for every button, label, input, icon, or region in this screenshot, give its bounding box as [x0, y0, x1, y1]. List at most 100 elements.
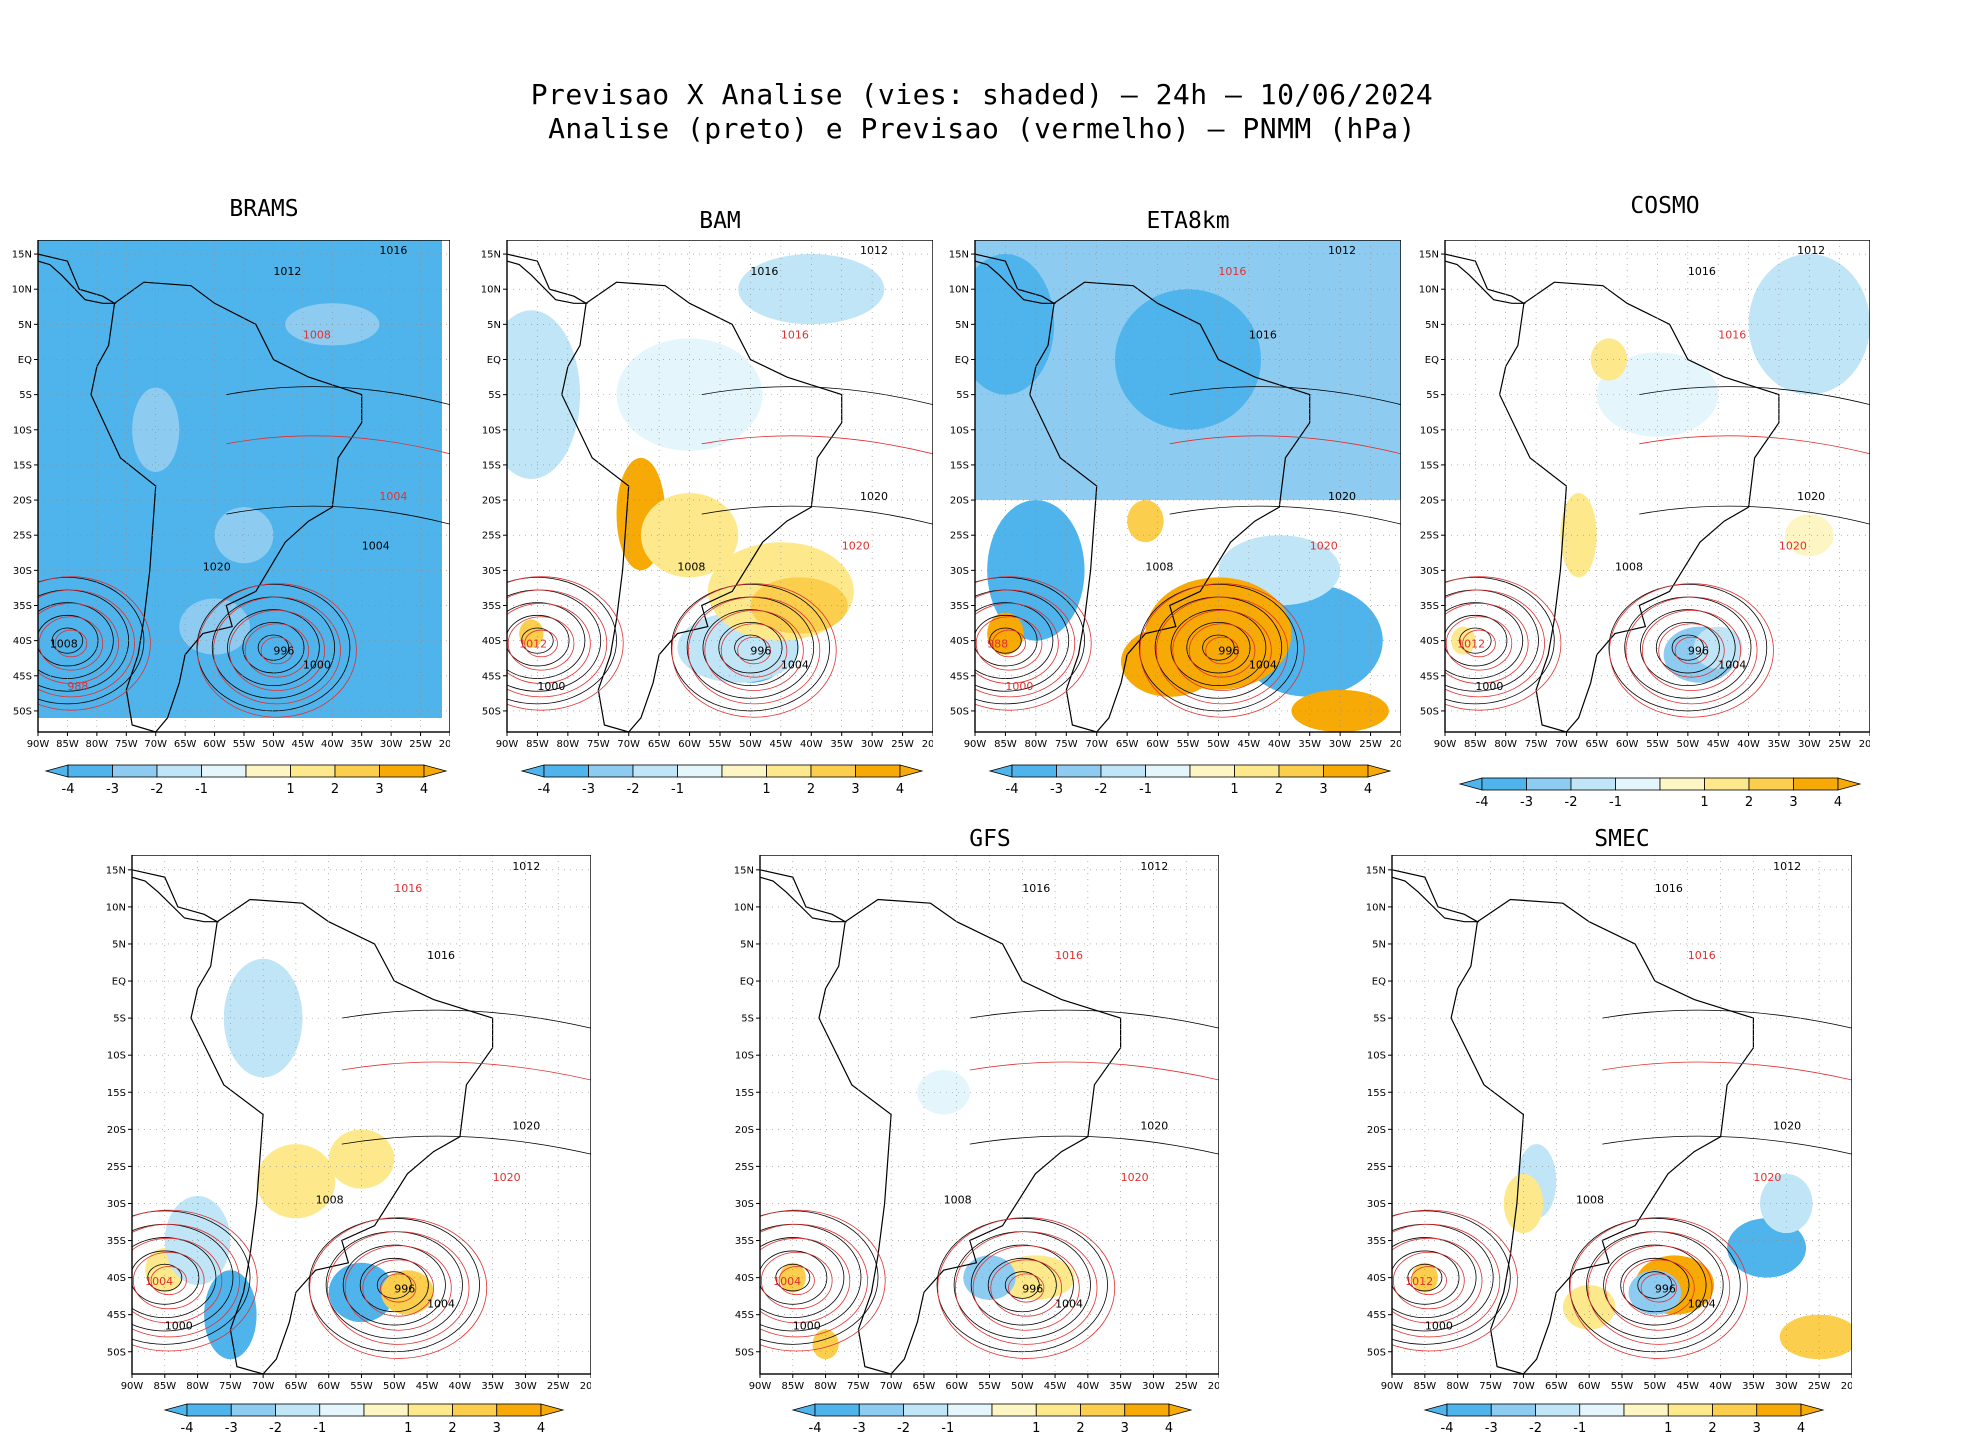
coastline-central-america — [507, 253, 589, 304]
coastline-central-america — [975, 253, 1057, 304]
y-tick-label: 15S — [482, 460, 501, 471]
colorbar-segment — [588, 764, 634, 778]
isobar-label: 1012 — [1328, 244, 1356, 257]
isobar-analysis — [1445, 614, 1508, 667]
colorbar-label: -1 — [1573, 1421, 1586, 1436]
y-tick-label: 25S — [950, 531, 969, 542]
x-tick-label: 55W — [1177, 739, 1200, 750]
y-tick-label: 30S — [950, 566, 969, 577]
isobar-forecast — [1622, 1259, 1695, 1317]
coastline-south-america — [190, 898, 494, 1374]
colorbar-label: 1 — [1230, 782, 1238, 797]
x-tick-label: 35W — [481, 1381, 504, 1392]
isobar-label: 996 — [1022, 1282, 1043, 1295]
colorbar-segment — [1011, 764, 1057, 778]
isobar-forecast — [212, 596, 341, 705]
isobar-label: 1004 — [145, 1275, 173, 1288]
isobar-analysis — [975, 576, 1085, 705]
isobar-line — [1169, 435, 1401, 455]
x-tick-label: 40W — [800, 739, 823, 750]
colorbar-extend-low — [44, 764, 69, 778]
isobar-label: 1020 — [203, 560, 231, 573]
y-tick-label: 15N — [12, 250, 32, 261]
colorbar-label: -4 — [1006, 782, 1019, 797]
y-tick-label: 30S — [482, 566, 501, 577]
y-tick-label: 5S — [19, 390, 32, 401]
colorbar-label: -1 — [313, 1421, 326, 1436]
colorbar-segment — [855, 764, 901, 778]
isobar-forecast — [1155, 596, 1289, 705]
isobar-line — [226, 435, 450, 455]
y-tick-label: 5S — [956, 390, 969, 401]
isobar-forecast — [132, 1223, 240, 1338]
colorbar-label: -3 — [1520, 795, 1533, 810]
colorbar-segment — [451, 1403, 497, 1417]
coastline-central-america — [132, 869, 220, 923]
colorbar-label: 2 — [1744, 795, 1752, 810]
isobar-analysis — [1138, 583, 1298, 712]
colorbar-segment — [902, 1403, 948, 1417]
x-tick-label: 30W — [514, 1381, 537, 1392]
isobar-forecast — [1587, 1231, 1731, 1345]
colorbar-extend-high — [899, 764, 924, 778]
x-tick-label: 40W — [1077, 1381, 1100, 1392]
isobar-forecast — [524, 629, 558, 658]
y-tick-label: 10S — [482, 425, 501, 436]
isobar-forecast — [975, 616, 1043, 671]
colorbar-segment — [1123, 1403, 1169, 1417]
coastline-central-america — [38, 253, 117, 304]
isobar-forecast — [1445, 576, 1562, 711]
x-tick-label: 70W — [617, 739, 640, 750]
x-tick-label: 60W — [203, 739, 226, 750]
isobar-label: 996 — [750, 645, 771, 658]
y-tick-label: 10S — [107, 1051, 126, 1062]
y-tick-label: 45S — [735, 1310, 754, 1321]
y-tick-label: 20S — [950, 496, 969, 507]
y-tick-label: 25S — [13, 531, 32, 542]
x-tick-label: 80W — [1025, 739, 1048, 750]
isobar-forecast — [778, 1266, 815, 1296]
y-tick-label: 25S — [1367, 1162, 1386, 1173]
isobar-label: 1020 — [1753, 1171, 1781, 1184]
isobar-forecast — [760, 1223, 868, 1338]
x-tick-label: 75W — [115, 739, 138, 750]
x-tick-label: 55W — [709, 739, 732, 750]
colorbar-segment — [1659, 777, 1705, 791]
isobar-forecast — [197, 583, 357, 718]
y-tick-label: 30S — [1367, 1199, 1386, 1210]
isobar-label: 996 — [394, 1282, 415, 1295]
x-tick-label: 30W — [1775, 1381, 1798, 1392]
x-tick-label: 90W — [496, 739, 519, 750]
isobar-forecast — [132, 1237, 223, 1324]
x-tick-label: 20W — [1390, 739, 1401, 750]
colorbar-segment — [814, 1403, 860, 1417]
isobar-label: 1012 — [860, 244, 888, 257]
colorbar-segment — [495, 1403, 541, 1417]
colorbar-label: 3 — [375, 782, 383, 797]
x-tick-label: 40W — [1268, 739, 1291, 750]
map-panel-COSMO: 1016 1012 1016 1020 1008 1004 996 1000 1020 1012 9… — [1409, 240, 1870, 750]
isobar-analysis — [1608, 583, 1768, 712]
isobar-analysis — [376, 1271, 412, 1299]
map-panel-GFS: 1016 1012 1016 1020 1008 1004 996 1000 1020 1004 9… — [724, 855, 1219, 1392]
colorbar-label: -4 — [808, 1421, 821, 1436]
isobar-forecast — [975, 602, 1059, 684]
y-tick-label: 35S — [1420, 601, 1439, 612]
colorbar-segment — [1079, 1403, 1125, 1417]
colorbar-label: -1 — [1139, 782, 1152, 797]
x-tick-label: 25W — [1175, 1381, 1198, 1392]
colorbar-label: 1 — [286, 782, 294, 797]
x-tick-label: 40W — [321, 739, 344, 750]
isobar-line — [1169, 505, 1401, 525]
colorbar-segment — [810, 764, 856, 778]
colorbar-segment — [1535, 1403, 1581, 1417]
y-tick-label: 40S — [482, 636, 501, 647]
colorbar-segment — [1525, 777, 1571, 791]
isobar-label: 1008 — [1615, 560, 1643, 573]
isobar-forecast — [1569, 1217, 1748, 1359]
map-svg: 1016 1012 1016 1020 1008 1004 996 1000 1020 988 90… — [949, 240, 1401, 750]
isobar-analysis — [975, 614, 1038, 667]
bias-blob — [1114, 289, 1262, 430]
isobar-analysis — [1392, 1210, 1511, 1345]
x-tick-label: 45W — [1707, 739, 1730, 750]
